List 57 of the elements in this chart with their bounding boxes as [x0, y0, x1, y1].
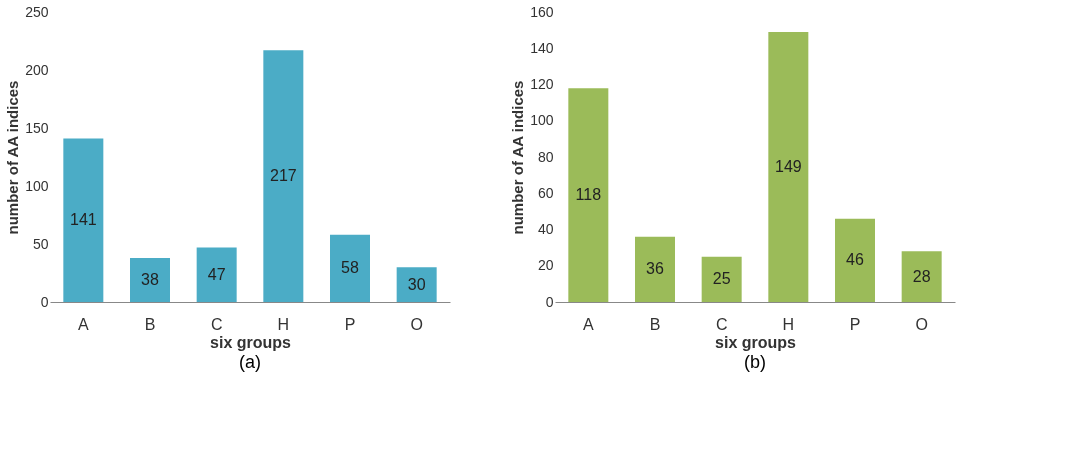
data-label: 217	[269, 167, 297, 185]
y-tick-label: 0	[40, 293, 49, 310]
x-tick-label: B	[649, 315, 661, 333]
x-tick-label: O	[915, 315, 928, 333]
bar	[330, 234, 370, 302]
x-axis-title: six groups	[715, 333, 797, 351]
y-tick-label: 80	[537, 148, 554, 165]
bar	[63, 138, 104, 302]
y-tick-label: 250	[25, 3, 49, 20]
bar	[263, 50, 304, 302]
x-tick-label: H	[782, 315, 795, 333]
data-label: 118	[575, 186, 602, 204]
text: (b)	[744, 352, 766, 372]
x-tick-label: B	[144, 315, 156, 333]
y-tick-label: 140	[530, 39, 554, 56]
bar	[701, 256, 742, 302]
y-axis-title: number of AA indices	[509, 80, 527, 235]
x-axis-title: six groups	[210, 333, 292, 351]
y-axis-title: number of AA indices	[4, 80, 22, 235]
y-tick-label: 50	[32, 235, 49, 252]
bar	[396, 267, 437, 302]
data-label: 36	[646, 260, 664, 278]
y-tick-label: 40	[537, 221, 554, 237]
y-tick-label: 160	[530, 3, 554, 20]
text: (a)	[239, 352, 261, 372]
y-tick-label: 150	[25, 119, 49, 136]
y-tick-label: 120	[530, 76, 554, 92]
bar	[635, 236, 675, 302]
x-tick-label: C	[210, 315, 223, 333]
bar	[196, 247, 237, 302]
bar	[768, 31, 809, 302]
bar	[568, 88, 609, 302]
y-tick-label: 100	[25, 177, 49, 194]
bar	[901, 251, 942, 302]
x-tick-label: P	[849, 315, 861, 333]
x-tick-label: A	[583, 315, 594, 333]
data-label: 58	[341, 259, 359, 277]
data-label: 30	[407, 275, 426, 293]
data-label: 46	[846, 251, 864, 269]
data-label: 141	[69, 211, 97, 229]
data-label: 47	[207, 265, 226, 283]
y-tick-label: 200	[25, 61, 49, 78]
data-label: 149	[774, 157, 802, 175]
x-tick-label: A	[78, 315, 89, 333]
x-tick-label: C	[715, 315, 728, 333]
data-label: 28	[912, 267, 931, 285]
data-label: 25	[712, 270, 731, 288]
y-tick-label: 0	[545, 293, 554, 310]
bar	[130, 257, 170, 302]
y-tick-label: 60	[537, 184, 554, 201]
x-tick-label: O	[410, 315, 423, 333]
data-label: 38	[141, 270, 159, 288]
x-tick-label: H	[277, 315, 290, 333]
x-tick-label: P	[344, 315, 356, 333]
y-tick-label: 100	[530, 112, 554, 129]
bar	[835, 218, 875, 302]
y-tick-label: 20	[537, 257, 554, 274]
